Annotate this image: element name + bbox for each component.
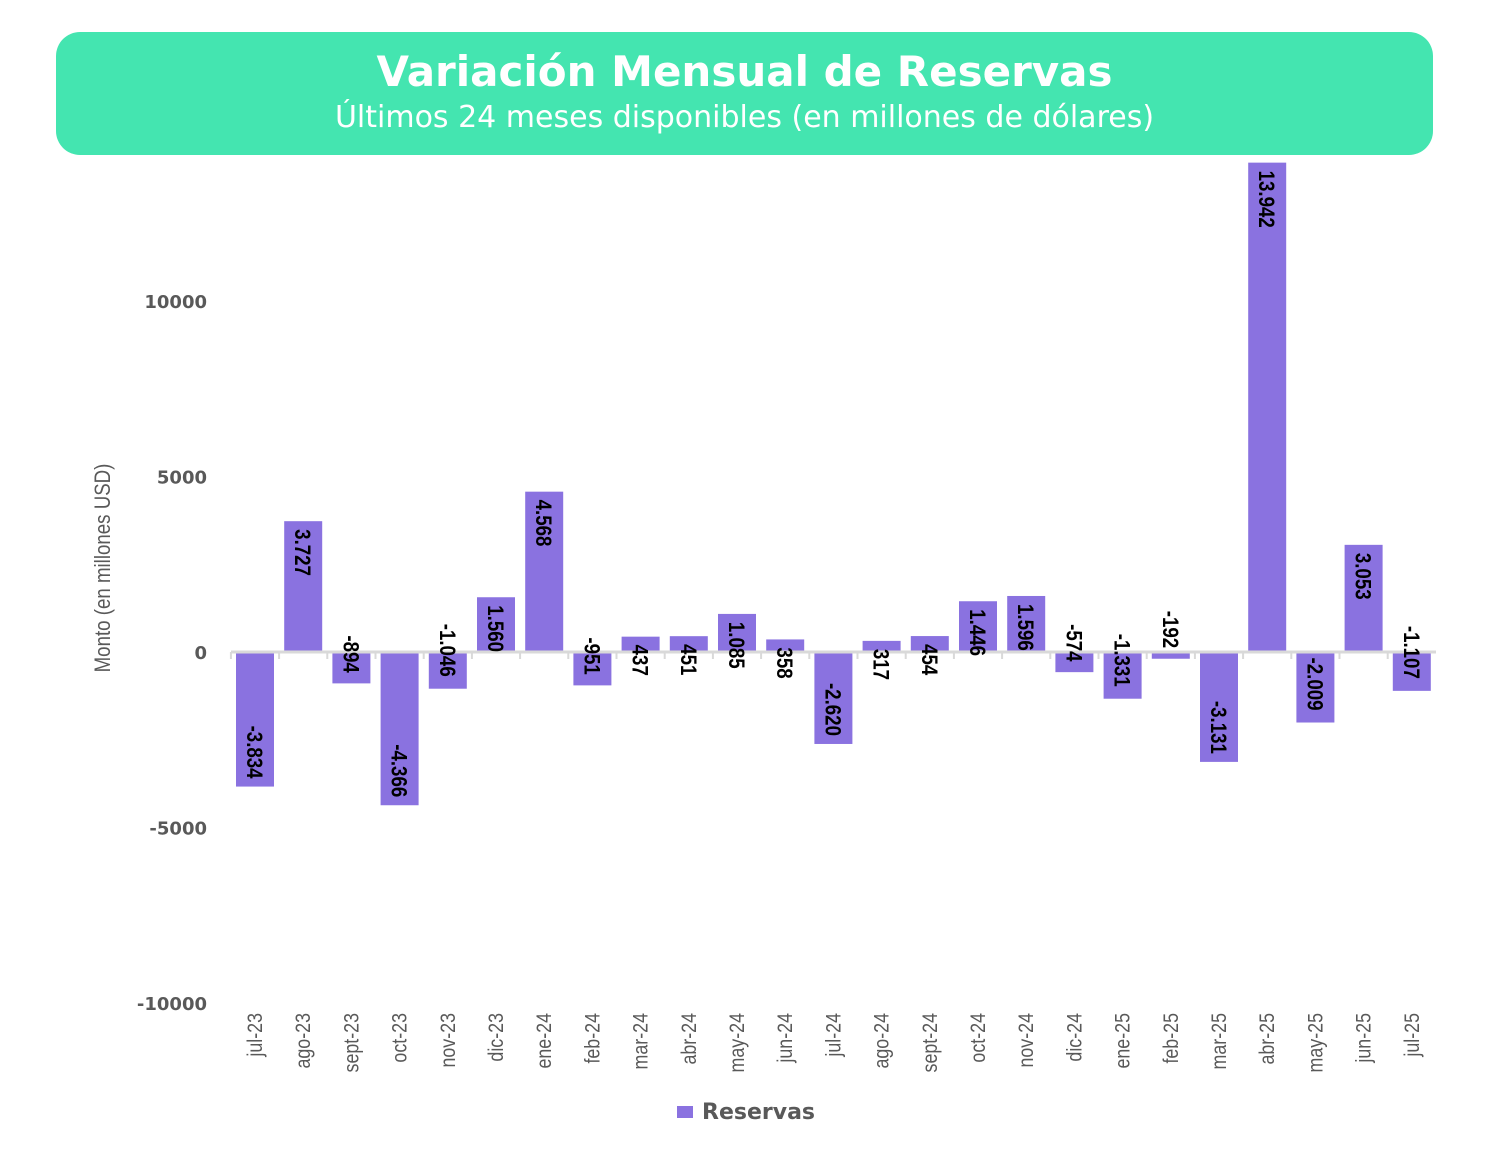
- y-tick-label: 5000: [157, 468, 207, 489]
- data-label: 4.568: [531, 500, 555, 547]
- bar: [1248, 162, 1287, 652]
- bar: [284, 521, 323, 652]
- title-banner: Variación Mensual de Reservas Últimos 24…: [56, 32, 1433, 155]
- y-tick-label: 0: [194, 643, 207, 664]
- data-label: -574: [1061, 624, 1085, 662]
- data-label: 451: [675, 644, 699, 675]
- x-tick-label: may-24: [726, 1013, 750, 1073]
- x-tick-label: mar-24: [629, 1013, 653, 1070]
- x-tick-label: mar-25: [1208, 1013, 1232, 1070]
- legend: Reservas: [677, 1100, 815, 1125]
- x-tick-label: nov-23: [436, 1013, 460, 1068]
- bar: [669, 636, 708, 652]
- bar: [380, 652, 419, 806]
- data-label: 1.560: [483, 605, 507, 652]
- bar: [525, 491, 564, 652]
- data-label: 358: [772, 647, 796, 678]
- bar: [573, 652, 612, 686]
- data-label: -2.009: [1302, 658, 1326, 711]
- bar: [814, 652, 853, 744]
- bar: [236, 652, 274, 787]
- data-label: -894: [338, 635, 362, 673]
- data-label: -951: [579, 637, 603, 674]
- bar: [1007, 595, 1046, 652]
- x-tick-label: oct-24: [967, 1013, 991, 1063]
- x-tick-label: may-25: [1304, 1013, 1328, 1073]
- y-axis-label: Monto (en millones USD): [92, 464, 116, 673]
- x-tick-label: ago-23: [292, 1013, 316, 1069]
- data-label: -1.046: [434, 624, 458, 677]
- bar: [332, 652, 371, 684]
- x-tick-label: feb-25: [1159, 1013, 1183, 1064]
- chart-title: Variación Mensual de Reservas: [376, 47, 1113, 96]
- x-tick-label: ago-24: [870, 1013, 894, 1069]
- x-tick-label: jun-24: [774, 1013, 798, 1064]
- data-label: 1.085: [724, 622, 748, 669]
- data-label: 3.053: [1350, 553, 1374, 600]
- x-tick-label: jul-23: [244, 1013, 268, 1058]
- y-tick-label: -5000: [149, 819, 207, 840]
- bar: [910, 636, 949, 652]
- y-tick-label: 10000: [144, 292, 207, 313]
- data-label: 13.942: [1254, 171, 1278, 228]
- bar: [1296, 652, 1335, 723]
- data-label: -1.107: [1398, 626, 1422, 679]
- data-label: -4.366: [386, 744, 410, 797]
- data-label: 1.446: [965, 609, 989, 656]
- bar: [1055, 652, 1094, 673]
- bar: [1151, 652, 1190, 659]
- bar: [428, 652, 467, 689]
- x-tick-label: jul-25: [1400, 1013, 1424, 1058]
- x-tick-label: feb-24: [581, 1013, 605, 1064]
- x-tick-label: abr-24: [677, 1013, 701, 1065]
- chart-subtitle: Últimos 24 meses disponibles (en millone…: [334, 100, 1155, 135]
- bar: [766, 639, 805, 652]
- x-tick-label: sept-23: [340, 1013, 364, 1072]
- data-label: 1.596: [1013, 604, 1037, 651]
- x-tick-label: sept-24: [918, 1013, 942, 1073]
- data-label: -1.331: [1109, 634, 1133, 687]
- y-tick-label: -10000: [137, 994, 207, 1015]
- bar: [621, 636, 660, 652]
- bar: [959, 601, 997, 652]
- bar: [718, 613, 756, 652]
- legend-label: Reservas: [702, 1100, 815, 1125]
- x-tick-label: ene-25: [1111, 1013, 1135, 1069]
- data-label: -3.834: [242, 726, 266, 780]
- x-tick-label: oct-23: [388, 1013, 412, 1063]
- data-label: 454: [916, 644, 940, 676]
- x-tick-label: jun-25: [1352, 1013, 1376, 1064]
- data-label: 317: [868, 649, 892, 680]
- bar: [1344, 544, 1383, 652]
- bar: [1392, 652, 1431, 691]
- data-label: 3.727: [290, 529, 314, 576]
- data-label: -2.620: [820, 683, 844, 736]
- data-label: -192: [1157, 611, 1181, 648]
- bar: [862, 640, 901, 652]
- data-label: 437: [627, 645, 651, 676]
- x-tick-label: dic-23: [485, 1013, 509, 1062]
- bar: [477, 597, 515, 652]
- bar: [1103, 652, 1142, 699]
- x-tick-label: abr-25: [1256, 1013, 1280, 1065]
- data-label: -3.131: [1206, 701, 1230, 754]
- x-tick-label: jul-24: [822, 1013, 846, 1058]
- legend-swatch: [677, 1106, 693, 1118]
- x-tick-label: ene-24: [533, 1013, 557, 1069]
- x-tick-label: nov-24: [1015, 1013, 1039, 1068]
- bar: [1200, 652, 1238, 762]
- x-tick-label: dic-24: [1063, 1013, 1087, 1062]
